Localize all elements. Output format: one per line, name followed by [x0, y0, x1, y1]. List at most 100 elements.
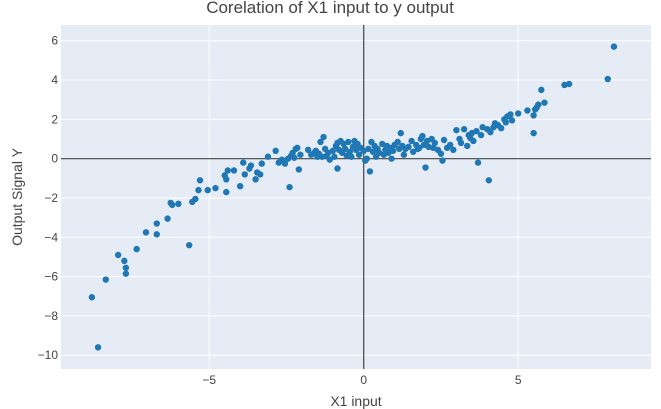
- y-tick-label: −2: [44, 191, 58, 205]
- data-point: [192, 195, 199, 203]
- data-point: [252, 176, 259, 183]
- data-point: [196, 177, 204, 184]
- data-point: [294, 144, 301, 152]
- y-axis-title: Output Signal Y: [9, 147, 25, 245]
- data-point: [409, 148, 417, 155]
- plot-background: [61, 25, 651, 369]
- data-point: [329, 147, 337, 155]
- data-point: [408, 137, 415, 145]
- data-point: [524, 107, 531, 114]
- zero-lines: [61, 25, 651, 369]
- data-point: [460, 125, 468, 133]
- data-point: [416, 144, 423, 152]
- data-point: [224, 167, 232, 174]
- data-point: [241, 171, 248, 178]
- data-point: [240, 159, 247, 166]
- y-tick-labels: −10 −8 −6 −4 −2 0 2 4 6: [38, 34, 59, 363]
- data-point: [185, 241, 193, 249]
- data-point: [153, 231, 160, 238]
- data-point: [514, 110, 522, 117]
- data-point: [355, 151, 363, 158]
- data-point: [102, 276, 109, 283]
- data-point: [326, 156, 333, 163]
- data-point: [230, 167, 238, 174]
- data-point: [565, 80, 573, 88]
- data-point: [422, 164, 429, 171]
- data-point: [223, 176, 230, 183]
- data-point: [538, 86, 545, 94]
- data-point: [365, 145, 372, 153]
- data-point: [394, 138, 401, 146]
- data-point: [487, 128, 494, 136]
- data-points: [88, 43, 618, 351]
- data-point: [363, 155, 371, 162]
- data-point: [470, 137, 477, 145]
- data-point: [331, 153, 338, 160]
- data-point: [345, 138, 352, 146]
- data-point: [535, 101, 542, 108]
- x-tick-label: −5: [202, 373, 216, 387]
- data-point: [610, 43, 618, 50]
- grid-lines: [61, 25, 651, 369]
- data-point: [502, 119, 510, 126]
- data-point: [369, 148, 377, 155]
- data-point: [439, 157, 446, 164]
- data-point: [195, 186, 202, 194]
- data-point: [264, 153, 272, 160]
- y-tick-label: 6: [51, 34, 58, 48]
- data-point: [485, 177, 493, 184]
- data-point: [281, 160, 289, 167]
- data-point: [175, 200, 182, 208]
- x-axis-title: X1 input: [330, 393, 381, 409]
- data-point: [94, 344, 102, 351]
- data-point: [297, 151, 304, 158]
- data-point: [530, 112, 537, 119]
- data-point: [320, 133, 327, 141]
- x-tick-labels: −5 0 5: [202, 373, 521, 387]
- y-tick-label: −6: [44, 270, 58, 284]
- data-point: [419, 132, 426, 140]
- data-point: [389, 147, 397, 155]
- data-point: [437, 150, 445, 157]
- data-point: [317, 138, 324, 146]
- data-point: [366, 168, 374, 175]
- data-point: [204, 186, 211, 194]
- data-point: [507, 111, 514, 118]
- data-point: [258, 160, 265, 167]
- data-point: [473, 127, 480, 135]
- y-tick-label: 0: [51, 152, 58, 166]
- data-point: [541, 99, 548, 106]
- data-point: [477, 131, 485, 139]
- data-point: [341, 145, 349, 153]
- data-point: [142, 229, 150, 236]
- data-point: [286, 183, 293, 191]
- data-point: [450, 146, 457, 154]
- data-point: [257, 171, 264, 178]
- x-tick-label: 0: [360, 373, 367, 387]
- data-point: [164, 215, 171, 222]
- y-tick-label: 2: [51, 112, 58, 126]
- data-point: [247, 162, 255, 169]
- data-point: [304, 146, 312, 154]
- data-point: [346, 148, 354, 155]
- data-point: [334, 165, 341, 172]
- data-point: [291, 154, 298, 161]
- y-tick-label: −4: [44, 230, 58, 244]
- data-point: [453, 126, 460, 134]
- data-point: [464, 142, 471, 150]
- data-point: [508, 117, 516, 124]
- data-point: [348, 153, 355, 160]
- y-tick-label: 4: [51, 73, 58, 87]
- data-point: [212, 184, 219, 192]
- data-point: [474, 159, 482, 166]
- data-point: [122, 264, 130, 271]
- data-point: [121, 257, 128, 265]
- data-point: [397, 129, 404, 137]
- data-point: [153, 220, 160, 227]
- data-point: [388, 155, 395, 162]
- data-point: [133, 245, 140, 253]
- data-point: [440, 136, 448, 144]
- data-point: [457, 139, 465, 147]
- y-tick-label: −8: [44, 309, 58, 323]
